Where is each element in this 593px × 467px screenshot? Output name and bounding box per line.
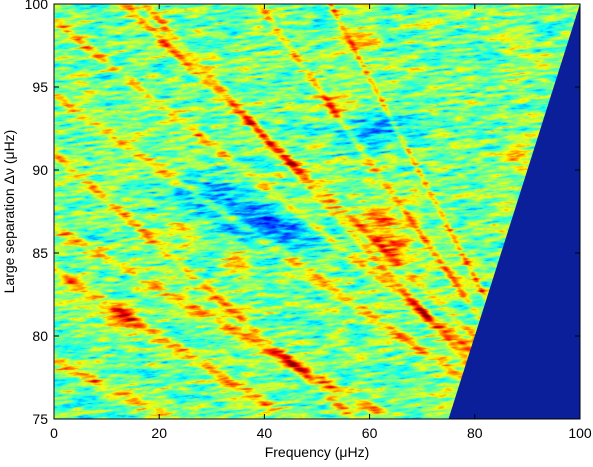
plot-area <box>54 4 580 419</box>
x-axis-label: Frequency (μHz) <box>265 444 370 460</box>
y-tick-label: 100 <box>25 0 49 12</box>
y-axis-label: Large separation Δν (μHz) <box>1 130 17 294</box>
x-tick-label: 60 <box>362 425 378 441</box>
x-axis: 0 20 40 60 80 100 <box>50 4 592 441</box>
x-tick-label: 40 <box>257 425 273 441</box>
x-tick-label: 20 <box>151 425 167 441</box>
y-axis: 75 80 85 90 95 100 <box>25 0 580 427</box>
x-tick-label: 100 <box>568 425 592 441</box>
x-tick-label: 0 <box>50 425 58 441</box>
masked-region <box>448 4 580 419</box>
y-tick-label: 75 <box>32 411 48 427</box>
plot-frame <box>53 3 581 420</box>
y-tick-label: 85 <box>32 245 48 261</box>
x-tick-label: 80 <box>467 425 483 441</box>
y-tick-label: 80 <box>32 328 48 344</box>
y-tick-label: 95 <box>32 79 48 95</box>
y-tick-label: 90 <box>32 162 48 178</box>
